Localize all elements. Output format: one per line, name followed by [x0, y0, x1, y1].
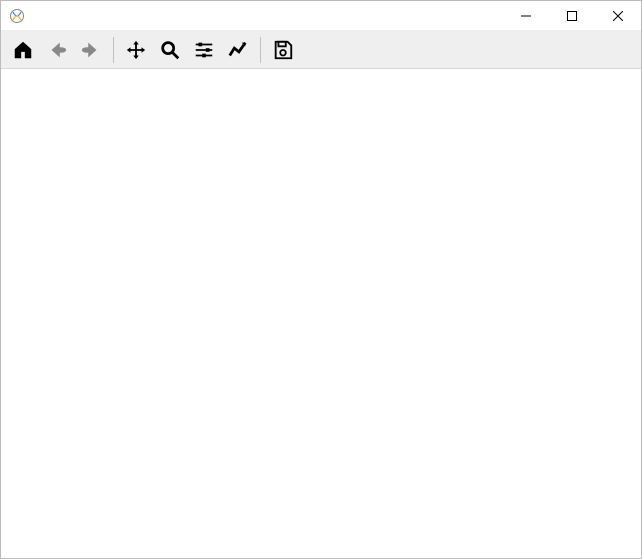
pan-button[interactable] [120, 34, 152, 66]
figure-window [0, 0, 642, 559]
save-button[interactable] [267, 34, 299, 66]
toolbar-separator [260, 37, 261, 63]
app-icon [9, 8, 25, 24]
close-button[interactable] [595, 1, 641, 31]
plot-svg [1, 69, 641, 559]
back-button[interactable] [41, 34, 73, 66]
toolbar-separator [113, 37, 114, 63]
home-button[interactable] [7, 34, 39, 66]
maximize-button[interactable] [549, 1, 595, 31]
subplots-button[interactable] [188, 34, 220, 66]
minimize-button[interactable] [503, 1, 549, 31]
zoom-button[interactable] [154, 34, 186, 66]
forward-button[interactable] [75, 34, 107, 66]
axes-edit-button[interactable] [222, 34, 254, 66]
matplotlib-toolbar [1, 31, 641, 69]
titlebar [1, 1, 641, 31]
plot-canvas[interactable] [1, 69, 641, 558]
